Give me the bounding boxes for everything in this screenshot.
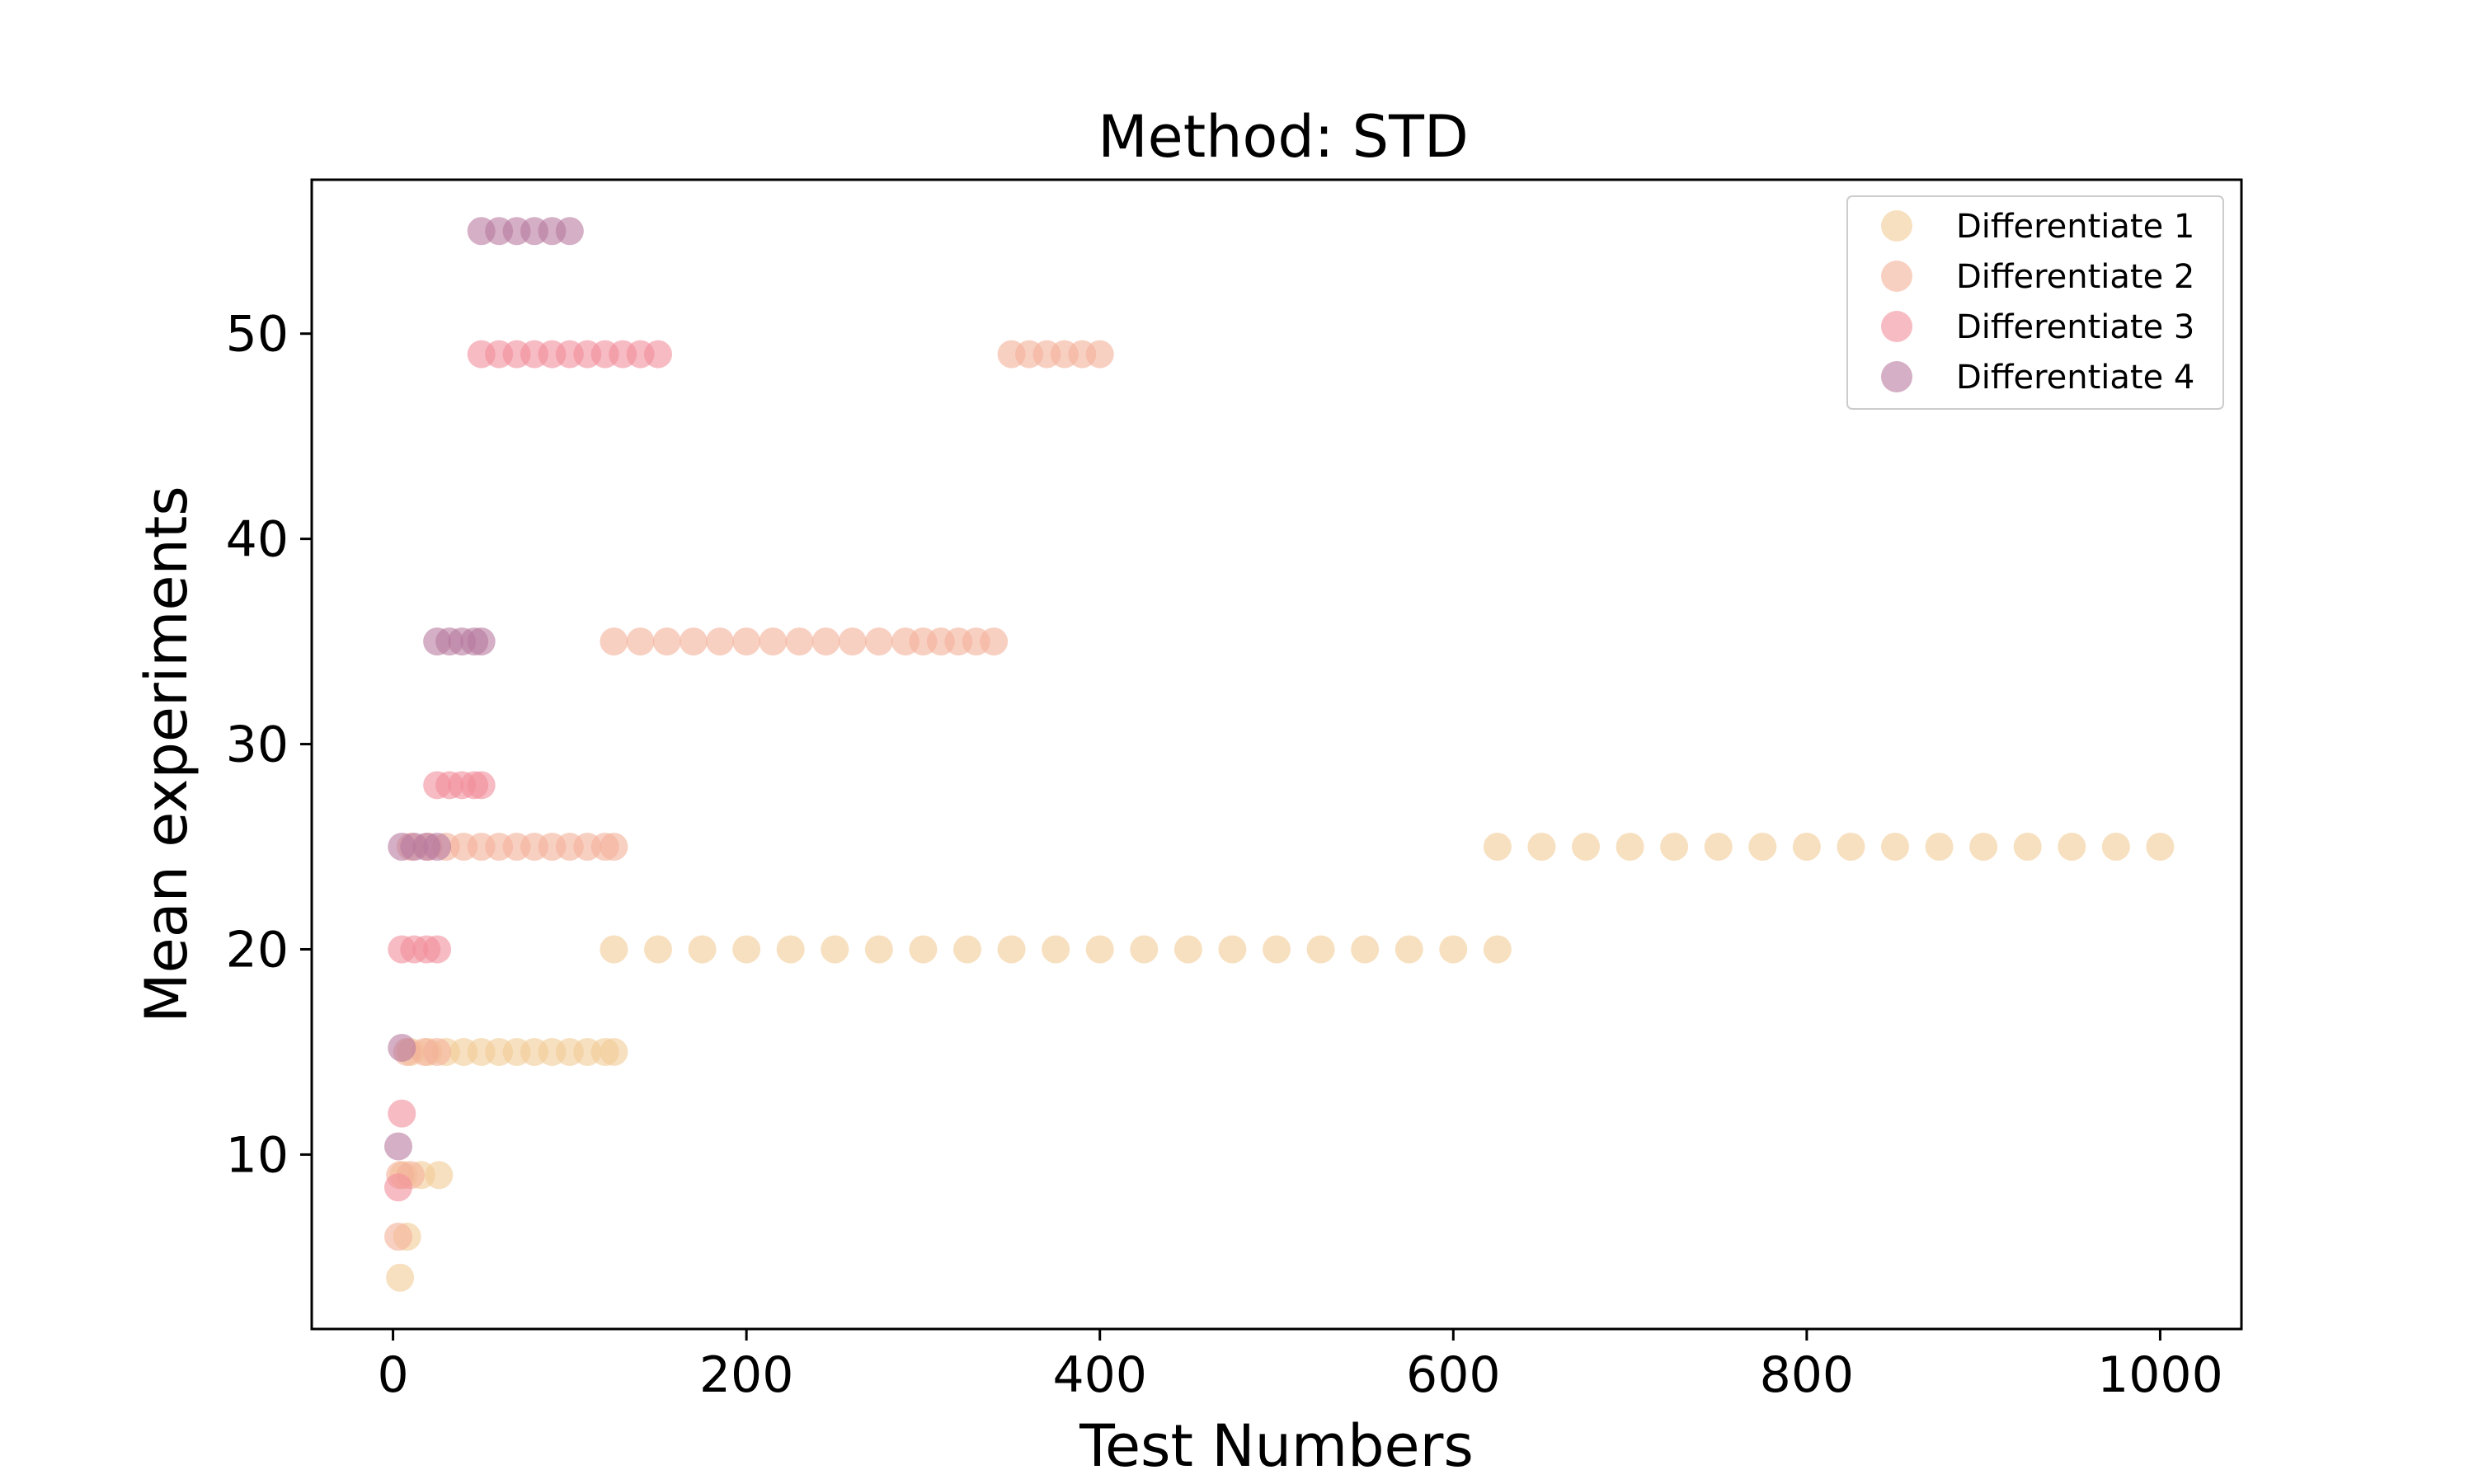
data-point <box>652 627 681 656</box>
data-point <box>644 935 672 964</box>
x-tick-label: 400 <box>1052 1346 1147 1404</box>
series-4 <box>384 217 584 1161</box>
data-point <box>997 935 1026 964</box>
data-point <box>423 833 452 862</box>
data-point <box>1792 833 1821 862</box>
data-point <box>1439 935 1468 964</box>
data-point <box>821 935 849 964</box>
data-point <box>1306 935 1335 964</box>
legend-entry-label: Differentiate 2 <box>1956 258 2194 296</box>
y-tick-label: 10 <box>226 1126 289 1184</box>
x-axis: 0 200 400 600 800 1000 <box>377 1329 2223 1404</box>
data-point <box>1042 935 1070 964</box>
data-point <box>1263 935 1291 964</box>
data-point <box>423 935 452 964</box>
legend-entry-label: Differentiate 4 <box>1956 359 2194 397</box>
data-point <box>600 833 628 862</box>
x-tick-label: 200 <box>699 1346 794 1404</box>
data-point <box>706 627 734 656</box>
data-point <box>980 627 1009 656</box>
data-point <box>1660 833 1689 862</box>
data-point <box>864 627 893 656</box>
legend-entry-label: Differentiate 3 <box>1956 308 2194 346</box>
data-point <box>1218 935 1247 964</box>
points-layer <box>384 217 2175 1292</box>
data-point <box>1351 935 1380 964</box>
data-point <box>384 1222 412 1251</box>
y-tick-label: 50 <box>226 306 289 364</box>
data-point <box>384 1132 412 1161</box>
data-point <box>1704 833 1733 862</box>
data-point <box>384 1173 412 1202</box>
data-point <box>688 935 717 964</box>
data-point <box>1616 833 1644 862</box>
data-point <box>785 627 814 656</box>
legend-marker <box>1881 261 1912 292</box>
x-tick-label: 800 <box>1760 1346 1855 1404</box>
data-point <box>600 627 628 656</box>
data-point <box>1881 833 1909 862</box>
data-point <box>555 217 584 246</box>
legend-frame <box>1846 195 2224 410</box>
x-axis-label: Test Numbers <box>1079 1412 1474 1480</box>
data-point <box>811 627 840 656</box>
data-point <box>2146 833 2175 862</box>
data-point <box>467 627 496 656</box>
data-point <box>1085 935 1114 964</box>
data-point <box>644 340 672 369</box>
data-point <box>679 627 708 656</box>
data-point <box>600 935 628 964</box>
y-axis: 10 20 30 40 50 <box>226 306 312 1184</box>
data-point <box>864 935 893 964</box>
data-point <box>1925 833 1954 862</box>
data-point <box>2058 833 2086 862</box>
data-point <box>425 1161 454 1190</box>
data-point <box>1572 833 1600 862</box>
plot-frame <box>310 178 2243 1331</box>
data-point <box>467 771 496 800</box>
data-point <box>1969 833 1998 862</box>
data-point <box>1395 935 1423 964</box>
legend-marker <box>1881 361 1912 392</box>
y-tick-label: 20 <box>226 921 289 979</box>
data-point <box>1483 935 1512 964</box>
data-point <box>732 935 761 964</box>
y-tick-label: 30 <box>226 716 289 774</box>
data-point <box>2013 833 2042 862</box>
x-tick-label: 0 <box>377 1346 408 1404</box>
data-point <box>838 627 867 656</box>
series-3 <box>384 340 672 1202</box>
chart-title: Method: STD <box>1098 103 1468 171</box>
x-tick-label: 600 <box>1406 1346 1501 1404</box>
data-point <box>1174 935 1202 964</box>
data-point <box>1837 833 1865 862</box>
data-point <box>1085 340 1114 369</box>
data-point <box>1527 833 1556 862</box>
y-axis-label: Mean experiments <box>133 486 200 1023</box>
x-tick-label: 1000 <box>2097 1346 2223 1404</box>
data-point <box>1483 833 1512 862</box>
legend-marker <box>1881 210 1912 242</box>
data-point <box>909 935 938 964</box>
data-point <box>626 627 655 656</box>
legend-entry-label: Differentiate 1 <box>1956 208 2194 246</box>
legend-marker <box>1881 311 1912 342</box>
data-point <box>388 1033 416 1062</box>
data-point <box>386 1263 415 1292</box>
data-point <box>759 627 788 656</box>
data-point <box>423 1037 452 1066</box>
data-point <box>2101 833 2130 862</box>
y-tick-label: 40 <box>226 511 289 569</box>
legend: Differentiate 1 Differentiate 2 Differenti… <box>1846 195 2224 410</box>
data-point <box>1130 935 1159 964</box>
data-point <box>600 1037 628 1066</box>
data-point <box>953 935 981 964</box>
data-point <box>388 1099 416 1128</box>
data-point <box>1748 833 1777 862</box>
data-point <box>732 627 761 656</box>
data-point <box>776 935 805 964</box>
